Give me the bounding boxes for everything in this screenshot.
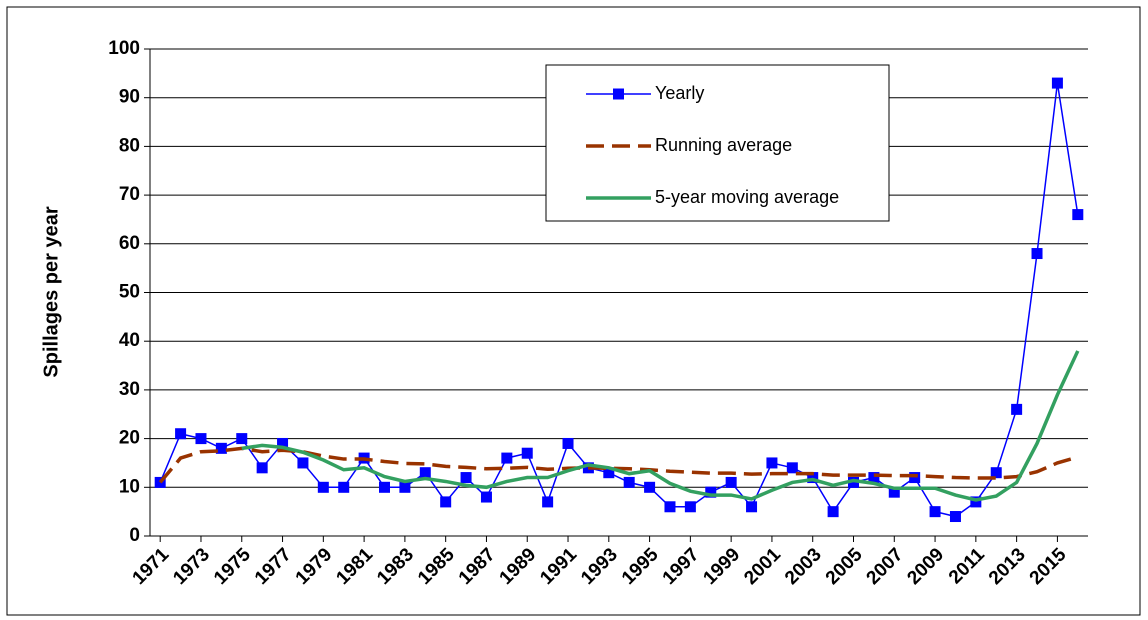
marker xyxy=(868,472,880,484)
marker xyxy=(460,472,472,484)
marker xyxy=(215,442,227,454)
marker xyxy=(256,462,268,474)
legend-label: Running average xyxy=(655,135,792,155)
y-axis-label: Spillages per year xyxy=(40,206,62,377)
marker xyxy=(317,481,329,493)
y-tick-label: 80 xyxy=(119,135,140,156)
marker xyxy=(827,506,839,518)
marker xyxy=(1011,403,1023,415)
marker xyxy=(501,452,513,464)
y-tick-label: 10 xyxy=(119,476,140,497)
legend-label: 5-year moving average xyxy=(655,187,839,207)
marker xyxy=(521,447,533,459)
marker xyxy=(949,511,961,523)
marker xyxy=(419,467,431,479)
marker xyxy=(807,472,819,484)
marker xyxy=(562,437,574,449)
legend-marker xyxy=(613,88,624,100)
marker xyxy=(684,501,696,513)
marker xyxy=(175,428,187,440)
marker xyxy=(297,457,309,469)
y-tick-label: 100 xyxy=(108,38,140,59)
marker xyxy=(746,501,758,513)
legend-label: Yearly xyxy=(655,83,704,103)
marker xyxy=(766,457,778,469)
marker xyxy=(725,476,737,488)
marker xyxy=(542,496,554,508)
marker xyxy=(1072,209,1084,221)
y-tick-label: 0 xyxy=(129,525,140,546)
series-line xyxy=(159,82,1079,518)
y-tick-label: 70 xyxy=(119,184,140,205)
marker xyxy=(848,476,859,488)
marker xyxy=(1051,77,1063,89)
marker xyxy=(236,433,248,445)
marker xyxy=(195,433,207,445)
marker xyxy=(379,481,390,493)
marker xyxy=(970,496,982,508)
marker xyxy=(440,496,452,508)
y-tick-label: 50 xyxy=(119,282,140,303)
y-tick-label: 90 xyxy=(119,87,140,108)
series-line xyxy=(158,446,1079,484)
marker xyxy=(1031,248,1043,260)
legend-box xyxy=(545,64,890,222)
marker xyxy=(929,506,941,518)
marker xyxy=(644,481,656,493)
marker xyxy=(705,486,717,498)
marker xyxy=(399,481,411,493)
y-tick-label: 20 xyxy=(119,428,140,449)
marker xyxy=(480,491,492,503)
marker xyxy=(623,476,635,488)
marker xyxy=(786,462,798,474)
marker xyxy=(603,467,615,479)
y-tick-label: 40 xyxy=(119,330,140,351)
marker xyxy=(338,481,350,493)
series-line xyxy=(241,350,1080,502)
marker xyxy=(277,437,289,449)
marker xyxy=(664,501,676,513)
y-tick-label: 30 xyxy=(119,379,140,400)
marker xyxy=(888,486,900,498)
y-tick-label: 60 xyxy=(119,233,140,254)
marker xyxy=(909,472,921,484)
marker xyxy=(990,467,1002,479)
